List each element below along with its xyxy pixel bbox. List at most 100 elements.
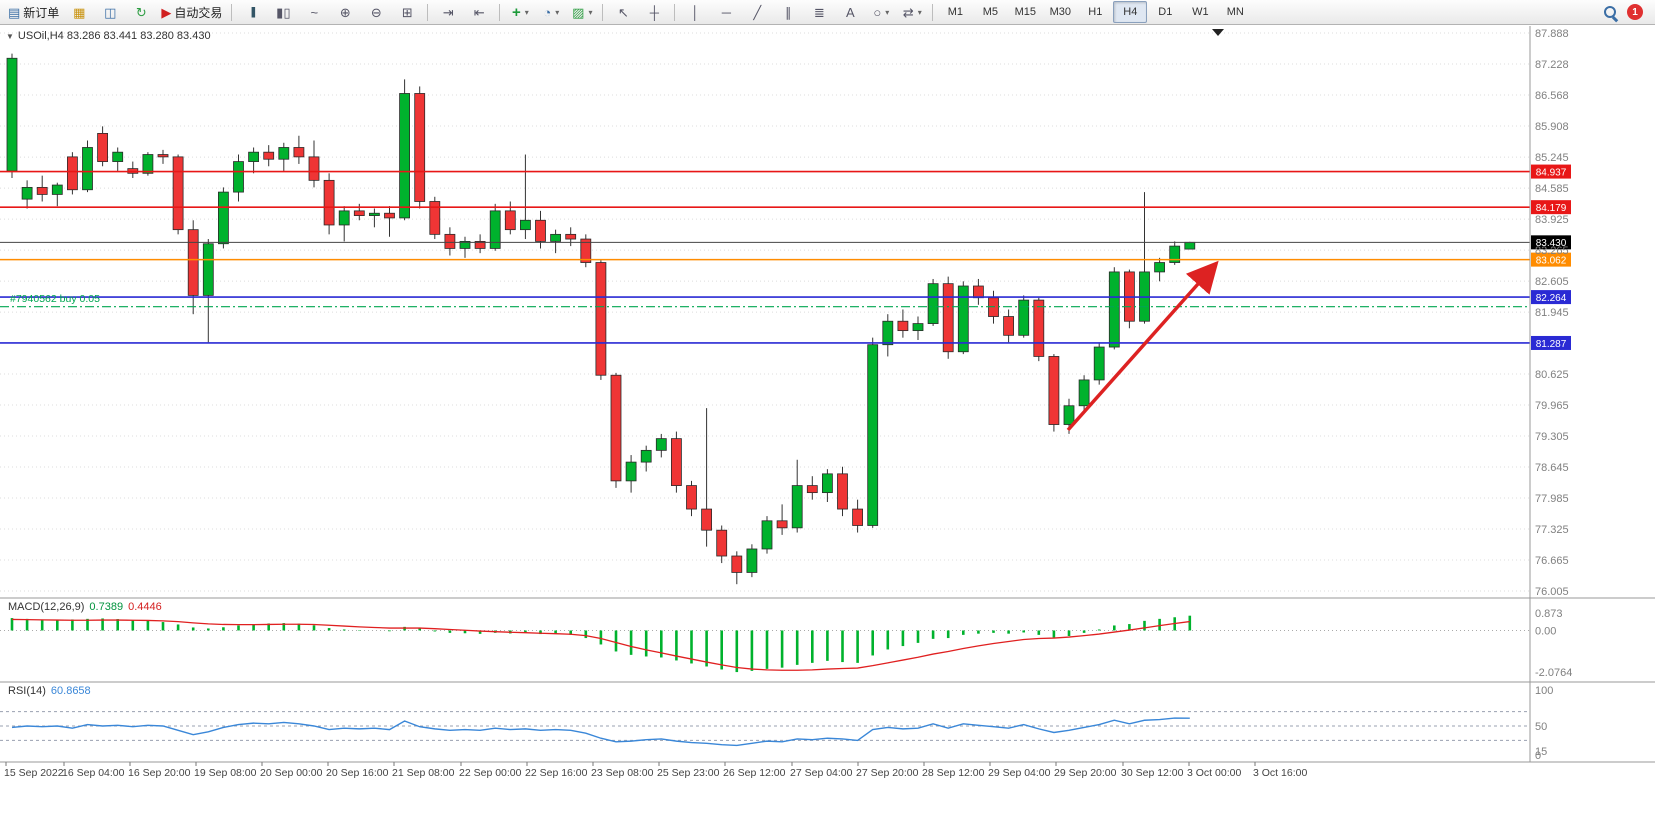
timeframe-button-m15[interactable]: M15 — [1014, 6, 1037, 18]
new-order-button[interactable]: ▤ 新订单 — [4, 1, 63, 23]
svg-text:22 Sep 16:00: 22 Sep 16:00 — [525, 767, 588, 779]
svg-text:27 Sep 20:00: 27 Sep 20:00 — [856, 767, 919, 779]
toolbar-separator — [499, 3, 501, 21]
market-watch-button[interactable]: ◫ — [95, 1, 125, 23]
chart-shift-marker[interactable] — [1212, 29, 1224, 36]
zoom-in-icon: ⊕ — [339, 4, 351, 20]
macd-indicator-label: MACD(12,26,9) 0.7389 0.4446 — [8, 601, 162, 613]
svg-text:26 Sep 12:00: 26 Sep 12:00 — [723, 767, 786, 779]
candlestick-chart-button[interactable]: ▮▯ — [268, 1, 298, 23]
new-order-label: 新订单 — [23, 5, 60, 20]
fibonacci-icon: ≣ — [813, 4, 825, 20]
svg-text:79.965: 79.965 — [1535, 400, 1569, 412]
rsi-name: RSI(14) — [8, 685, 46, 697]
bar-chart-button[interactable]: ||| — [237, 1, 267, 23]
chevron-down-icon: ▾ — [885, 7, 890, 17]
svg-text:19 Sep 08:00: 19 Sep 08:00 — [194, 767, 257, 779]
trendline-tool[interactable]: ╱ — [742, 1, 772, 23]
navigator-button[interactable]: ↻ — [126, 1, 156, 23]
price-gridlines — [0, 32, 1530, 741]
zoom-in-button[interactable]: ⊕ — [330, 1, 360, 23]
toolbar-separator — [674, 3, 676, 21]
svg-text:76.005: 76.005 — [1535, 586, 1569, 598]
chevron-down-icon: ▾ — [917, 7, 922, 17]
line-chart-button[interactable]: ~ — [299, 1, 329, 23]
shapes-dropdown[interactable]: ○ ▾ — [866, 1, 896, 23]
vertical-line-tool[interactable]: │ — [680, 1, 710, 23]
trendline-icon: ╱ — [753, 4, 762, 20]
chart-window-button[interactable]: ▦ — [64, 1, 94, 23]
rsi-value: 60.8658 — [50, 685, 91, 697]
svg-text:3 Oct 16:00: 3 Oct 16:00 — [1253, 767, 1307, 779]
svg-text:85.908: 85.908 — [1535, 121, 1569, 133]
svg-text:83.265: 83.265 — [1535, 245, 1569, 257]
svg-text:84.585: 84.585 — [1535, 183, 1569, 195]
symbol-ohlc-text: USOil,H4 83.286 83.441 83.280 83.430 — [17, 30, 211, 42]
toolbar-separator — [602, 3, 604, 21]
text-tool[interactable]: A — [835, 1, 865, 23]
cursor-tool-button[interactable]: ↖ — [608, 1, 638, 23]
clock-icon: ◔ — [543, 4, 552, 20]
horizontal-line-tool[interactable]: ─ — [711, 1, 741, 23]
buy-order-label: #7940562 buy 0.05 — [10, 293, 100, 305]
svg-text:29 Sep 20:00: 29 Sep 20:00 — [1054, 767, 1117, 779]
candlestick-series — [6, 53, 1196, 585]
svg-text:0.00: 0.00 — [1535, 625, 1556, 637]
svg-text:83.925: 83.925 — [1535, 214, 1569, 226]
svg-text:15 Sep 2022: 15 Sep 2022 — [4, 767, 64, 779]
rsi-line — [11, 717, 1190, 747]
autotrade-button[interactable]: ▶ 自动交易 — [157, 1, 226, 23]
tile-windows-button[interactable]: ⊞ — [392, 1, 422, 23]
tile-windows-icon: ⊞ — [401, 4, 413, 20]
channel-tool[interactable]: ∥ — [773, 1, 803, 23]
svg-text:80.625: 80.625 — [1535, 369, 1569, 381]
chart-shift-button[interactable]: ⇤ — [464, 1, 494, 23]
svg-text:86.568: 86.568 — [1535, 90, 1569, 102]
timeframe-button-d1[interactable]: D1 — [1158, 6, 1173, 18]
svg-text:16 Sep 04:00: 16 Sep 04:00 — [62, 767, 125, 779]
fibonacci-tool[interactable]: ≣ — [804, 1, 834, 23]
toolbar-separator — [231, 3, 233, 21]
macd-axis-labels: 0.873 0.00 -2.0764 — [1535, 608, 1572, 679]
timeframe-button-m1[interactable]: M1 — [947, 6, 963, 18]
timeframe-button-m5[interactable]: M5 — [982, 6, 998, 18]
zoom-out-icon: ⊖ — [370, 4, 382, 20]
indicators-dropdown[interactable]: + ▾ — [505, 1, 535, 23]
zoom-out-button[interactable]: ⊖ — [361, 1, 391, 23]
price-tag-83.062: 83.062 — [1531, 252, 1571, 267]
timeframe-toolbar: M1 M5 M15 M30 H1 H4 D1 W1 MN — [938, 1, 1252, 23]
templates-dropdown[interactable]: ▨ ▾ — [567, 1, 597, 23]
arrows-dropdown[interactable]: ⇄ ▾ — [897, 1, 927, 23]
timeframe-button-mn[interactable]: MN — [1226, 6, 1244, 18]
svg-text:22 Sep 00:00: 22 Sep 00:00 — [459, 767, 522, 779]
price-axis-labels: 87.888 87.228 86.568 85.908 85.245 84.585 83.9… — [1535, 28, 1569, 598]
main-toolbar: ▤ 新订单 ▦ ◫ ↻ ▶ 自动交易 ||| ▮▯ ~ ⊕ ⊖ ⊞ ⇥ ⇤ + … — [0, 0, 1655, 25]
auto-scroll-button[interactable]: ⇥ — [433, 1, 463, 23]
horizontal-line-icon: ─ — [721, 4, 731, 20]
template-icon: ▨ — [572, 4, 585, 20]
arrows-tool-icon: ⇄ — [902, 4, 914, 20]
search-icon[interactable] — [1603, 5, 1618, 20]
timeframe-button-w1[interactable]: W1 — [1192, 6, 1209, 18]
macd-signal-value: 0.4446 — [128, 601, 162, 613]
svg-text:23 Sep 08:00: 23 Sep 08:00 — [591, 767, 654, 779]
trend-arrow[interactable] — [1066, 260, 1219, 432]
periods-dropdown[interactable]: ◔ ▾ — [536, 1, 566, 23]
svg-text:16 Sep 20:00: 16 Sep 20:00 — [128, 767, 191, 779]
channel-icon: ∥ — [785, 4, 792, 20]
svg-text:30 Sep 12:00: 30 Sep 12:00 — [1121, 767, 1184, 779]
svg-text:83.430: 83.430 — [1536, 238, 1567, 249]
one-click-trading-toggle-icon[interactable]: ▼ — [6, 32, 14, 41]
notification-badge[interactable]: 1 — [1627, 4, 1643, 20]
macd-name: MACD(12,26,9) — [8, 601, 85, 613]
crosshair-tool-button[interactable]: ┼ — [639, 1, 669, 23]
svg-text:50: 50 — [1535, 721, 1547, 733]
timeframe-button-h4[interactable]: H4 — [1113, 1, 1148, 23]
timeframe-button-m30[interactable]: M30 — [1049, 6, 1072, 18]
macd-histogram — [10, 615, 1192, 673]
price-tag-82.264: 82.264 — [1531, 290, 1571, 305]
timeframe-button-h1[interactable]: H1 — [1088, 6, 1103, 18]
svg-text:3 Oct 00:00: 3 Oct 00:00 — [1187, 767, 1241, 779]
price-tag-84.179: 84.179 — [1531, 200, 1571, 215]
